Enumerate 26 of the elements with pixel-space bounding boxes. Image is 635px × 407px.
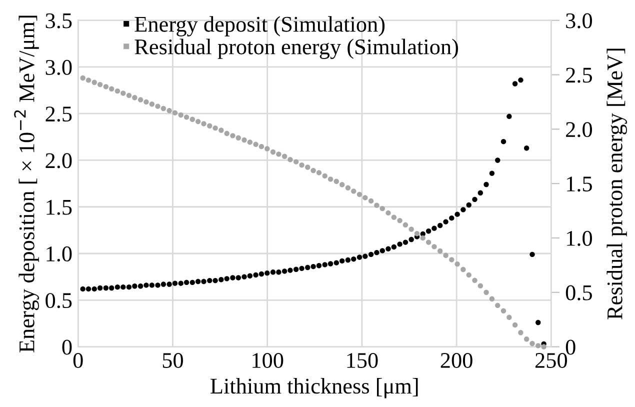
y2-tick-label: 3.0 <box>566 13 592 28</box>
x-tick-label: 50 <box>162 352 183 368</box>
x-tick-label: 250 <box>535 352 567 368</box>
y2-tick-label: 1.0 <box>567 230 592 246</box>
y-tick-label: 0.5 <box>46 293 72 308</box>
x-axis-title: Lithium thickness [μm] <box>210 378 418 398</box>
y-axis-title: Energy deposition [ × 10$^{−2}$ MeV/μm] <box>14 16 39 352</box>
x-tick-label: 100 <box>252 352 284 368</box>
y-tick-label: 1.0 <box>46 246 72 262</box>
y-tick-label: 0 <box>62 340 72 355</box>
y2-tick-label: 2.0 <box>566 122 592 138</box>
y-tick-label: 2.5 <box>46 106 72 122</box>
x-tick-label: 200 <box>440 352 472 368</box>
x-tick-label: 150 <box>347 352 378 368</box>
y2-tick-label: 2.5 <box>566 68 592 83</box>
y-tick-label: 2.0 <box>46 153 72 168</box>
y2-tick-label: 0.5 <box>566 285 592 300</box>
y2-tick-label: 1.5 <box>567 176 592 192</box>
y2-tick-label: 0 <box>566 340 576 355</box>
y-tick-label: 3.0 <box>46 60 72 76</box>
y-tick-label: 3.5 <box>46 13 72 28</box>
y-tick-label: 1.5 <box>46 200 72 215</box>
legend-label: Energy deposit (Simulation) <box>134 16 385 36</box>
y2-axis-title: Residual proton energy [MeV] <box>606 48 627 320</box>
x-tick-label: 0 <box>73 352 83 368</box>
legend-label: Residual proton energy (Simulation) <box>134 38 458 59</box>
